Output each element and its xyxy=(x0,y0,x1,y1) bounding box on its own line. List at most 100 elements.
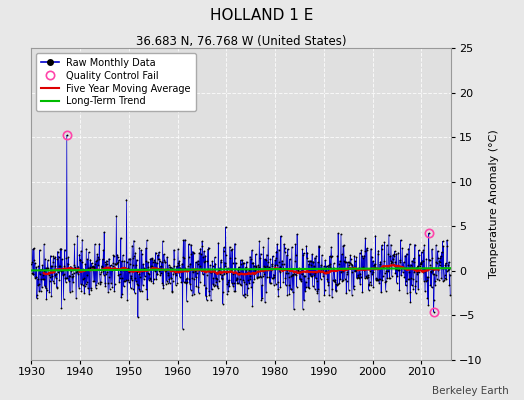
Point xyxy=(158,279,167,286)
Point xyxy=(372,275,380,282)
Point xyxy=(392,250,400,257)
Point xyxy=(364,272,373,278)
Point xyxy=(223,290,232,297)
Point xyxy=(82,281,90,287)
Point xyxy=(40,241,48,248)
Point xyxy=(94,254,102,260)
Point xyxy=(289,271,297,278)
Point xyxy=(174,246,182,252)
Point xyxy=(271,257,279,263)
Point xyxy=(167,275,175,281)
Point xyxy=(424,230,433,237)
Point xyxy=(298,266,306,272)
Point xyxy=(287,286,295,292)
Point xyxy=(85,290,93,297)
Point xyxy=(278,261,287,267)
Point xyxy=(188,292,196,298)
Point xyxy=(199,271,207,278)
Point xyxy=(82,246,91,252)
Point xyxy=(62,255,71,261)
Point xyxy=(176,273,184,280)
Point xyxy=(234,267,242,273)
Point xyxy=(38,262,47,269)
Point xyxy=(429,267,438,274)
Point xyxy=(245,280,254,286)
Point xyxy=(167,264,176,271)
Point xyxy=(400,265,409,271)
Point xyxy=(110,253,118,259)
Point xyxy=(181,279,190,286)
Point xyxy=(291,258,299,264)
Point xyxy=(344,287,353,293)
Point xyxy=(119,267,127,273)
Point xyxy=(166,279,174,286)
Point xyxy=(177,279,185,285)
Point xyxy=(64,254,73,260)
Point xyxy=(283,292,291,298)
Point xyxy=(397,272,405,278)
Point xyxy=(312,275,320,282)
Point xyxy=(360,252,368,259)
Point xyxy=(243,268,252,275)
Point xyxy=(178,326,187,332)
Point xyxy=(31,260,39,266)
Point xyxy=(368,268,377,275)
Point xyxy=(256,255,264,262)
Point xyxy=(333,281,342,288)
Point xyxy=(165,262,173,268)
Point xyxy=(83,272,91,279)
Point xyxy=(198,238,206,245)
Point xyxy=(222,252,230,258)
Point xyxy=(402,278,411,284)
Point xyxy=(142,245,150,252)
Point xyxy=(55,277,63,283)
Point xyxy=(119,283,128,290)
Point xyxy=(319,273,328,279)
Point xyxy=(442,276,450,282)
Point xyxy=(428,284,436,290)
Point xyxy=(375,276,383,282)
Point xyxy=(260,256,269,262)
Point xyxy=(138,282,147,288)
Point xyxy=(99,247,107,253)
Point xyxy=(407,261,415,268)
Point xyxy=(393,273,401,280)
Point xyxy=(174,262,183,268)
Point xyxy=(285,282,293,288)
Point xyxy=(391,270,400,276)
Point xyxy=(408,258,416,264)
Point xyxy=(430,297,438,303)
Point xyxy=(98,264,106,270)
Point xyxy=(36,267,45,273)
Point xyxy=(436,255,444,261)
Point xyxy=(294,265,303,271)
Point xyxy=(281,245,289,251)
Point xyxy=(225,277,233,283)
Point xyxy=(103,269,112,275)
Point xyxy=(111,281,119,288)
Point xyxy=(32,264,40,271)
Point xyxy=(268,253,277,259)
Point xyxy=(262,289,270,295)
Point xyxy=(219,300,227,307)
Point xyxy=(60,262,69,269)
Point xyxy=(165,276,173,282)
Point xyxy=(252,251,260,258)
Point xyxy=(160,251,168,258)
Point xyxy=(414,286,422,292)
Point xyxy=(278,266,286,272)
Point xyxy=(292,252,300,258)
Point xyxy=(338,278,346,284)
Point xyxy=(354,274,362,280)
Point xyxy=(93,251,102,258)
Point xyxy=(337,231,345,238)
Point xyxy=(182,298,191,304)
Point xyxy=(216,271,224,277)
Point xyxy=(292,272,300,278)
Point xyxy=(438,249,446,255)
Point xyxy=(296,276,304,282)
Point xyxy=(264,259,272,265)
Point xyxy=(432,242,440,248)
Point xyxy=(146,276,154,282)
Point xyxy=(61,246,69,253)
